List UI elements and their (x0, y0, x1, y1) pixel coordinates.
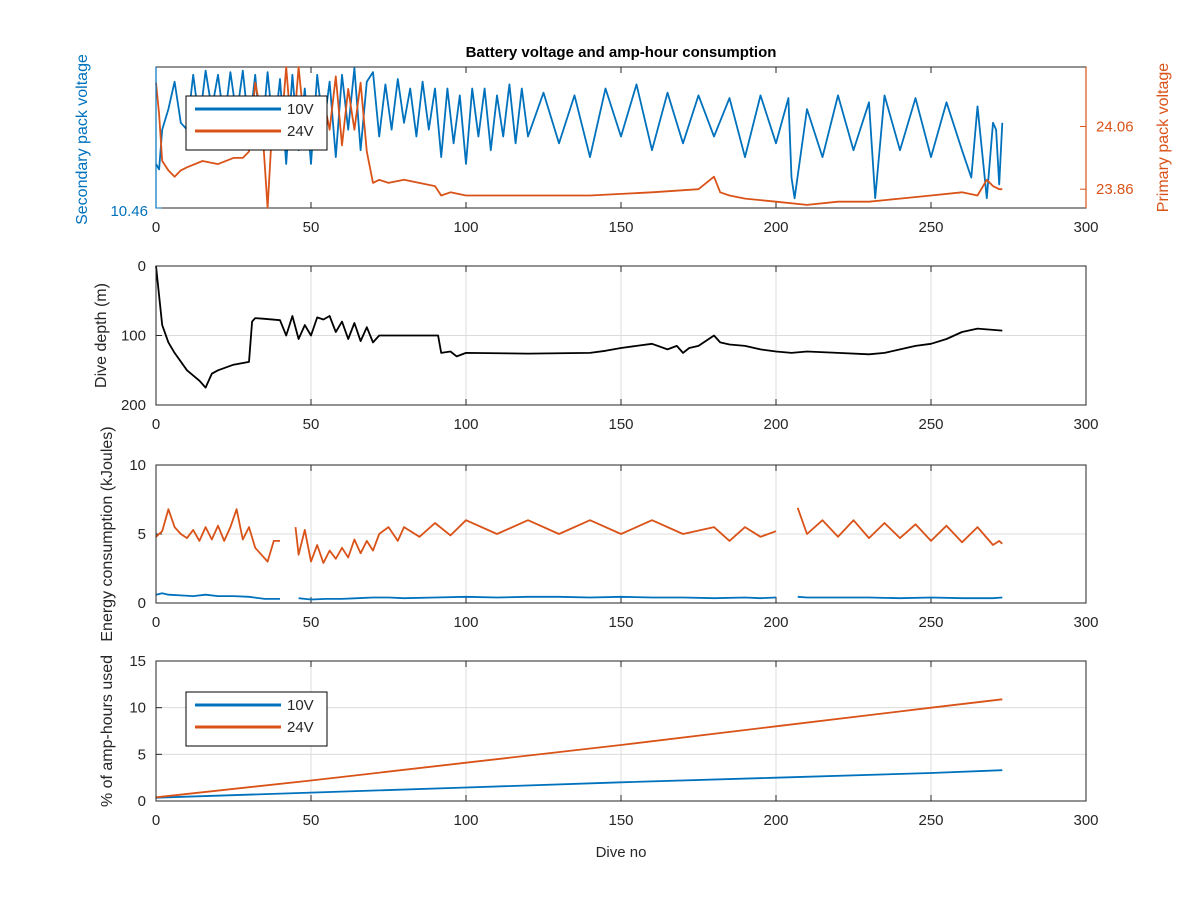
legend-label: 10V (287, 697, 314, 714)
legend-label: 24V (287, 123, 314, 140)
y-tick-label: 0 (138, 258, 146, 275)
x-tick-label: 50 (303, 614, 320, 631)
y-tick-label: 10 (129, 700, 146, 717)
y-axis-label-secondary: Secondary pack voltage (74, 54, 91, 225)
y-right-tick-label: 23.86 (1096, 181, 1134, 198)
series-line-24v (155, 66, 1003, 209)
x-tick-label: 300 (1073, 614, 1098, 631)
x-tick-label: 300 (1073, 219, 1098, 236)
figure-title: Battery voltage and amp-hour consumption (466, 44, 777, 61)
series-line-energy-10v (155, 592, 1003, 601)
x-tick-label: 150 (608, 219, 633, 236)
series-line-amphours-10v (155, 769, 1003, 799)
x-tick-label: 250 (918, 812, 943, 829)
y-tick-label: 0 (138, 595, 146, 612)
x-tick-label: 150 (608, 614, 633, 631)
x-tick-label: 0 (152, 812, 160, 829)
x-tick-label: 250 (918, 614, 943, 631)
x-tick-label: 250 (918, 416, 943, 433)
series-line-depth (155, 265, 1003, 389)
x-tick-label: 100 (453, 614, 478, 631)
legend-label: 24V (287, 719, 314, 736)
x-tick-label: 200 (763, 219, 788, 236)
y-axis-label-primary: Primary pack voltage (1155, 63, 1172, 212)
plot-area-2 (155, 464, 1087, 604)
series-line-amphours-24v (155, 698, 1003, 799)
x-tick-label: 150 (608, 812, 633, 829)
x-tick-label: 200 (763, 416, 788, 433)
x-tick-label: 100 (453, 812, 478, 829)
x-tick-label: 150 (608, 416, 633, 433)
x-tick-label: 0 (152, 614, 160, 631)
y-tick-label: 5 (138, 526, 146, 543)
y-tick-label: 5 (138, 746, 146, 763)
x-tick-label: 200 (763, 614, 788, 631)
plot-area-depth (155, 265, 1087, 406)
y-axis-label-depth: Dive depth (m) (93, 283, 110, 388)
x-tick-label: 50 (303, 219, 320, 236)
x-tick-label: 100 (453, 416, 478, 433)
y-tick-label: 0 (138, 793, 146, 810)
x-tick-label: 300 (1073, 416, 1098, 433)
x-axis-label: Dive no (596, 844, 647, 861)
y-right-tick-label: 24.06 (1096, 119, 1134, 136)
plot-area-3 (155, 660, 1087, 802)
y-tick-label: 15 (129, 653, 146, 670)
x-tick-label: 50 (303, 812, 320, 829)
x-tick-label: 100 (453, 219, 478, 236)
y-tick-label: 10 (129, 457, 146, 474)
y-tick-label: 100 (121, 328, 146, 345)
x-tick-label: 0 (152, 219, 160, 236)
legend-box (185, 95, 328, 151)
series-line-energy-24v (155, 507, 1003, 564)
x-tick-label: 0 (152, 416, 160, 433)
x-tick-label: 250 (918, 219, 943, 236)
y-tick-label: 200 (121, 397, 146, 414)
y-axis-label-2: Energy consumption (kJoules) (99, 426, 116, 641)
x-tick-label: 50 (303, 416, 320, 433)
legend-box (185, 691, 328, 747)
x-tick-label: 200 (763, 812, 788, 829)
y-axis-label-3: % of amp-hours used (99, 655, 116, 807)
x-tick-label: 300 (1073, 812, 1098, 829)
legend-label: 10V (287, 101, 314, 118)
y-left-tick-label: 10.46 (110, 203, 148, 220)
